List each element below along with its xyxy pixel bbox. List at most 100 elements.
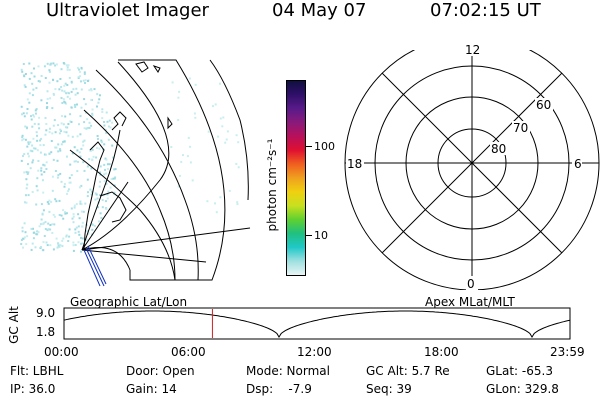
coastlines	[83, 61, 173, 251]
emission-pixel	[31, 82, 34, 85]
emission-pixel	[24, 73, 27, 75]
emission-pixel	[22, 237, 25, 240]
emission-pixel	[67, 240, 70, 242]
emission-pixel	[51, 189, 54, 192]
status-glon: GLon: 329.8	[486, 382, 559, 396]
emission-pixel	[23, 115, 26, 118]
emission-pixel	[73, 146, 76, 149]
emission-pixel	[20, 68, 23, 71]
emission-pixel	[29, 149, 32, 152]
emission-pixel	[35, 131, 38, 134]
emission-pixel	[107, 190, 110, 193]
emission-pixel	[104, 128, 107, 131]
emission-pixel	[236, 203, 239, 206]
emission-pixel	[24, 125, 27, 128]
emission-pixel	[37, 160, 40, 162]
emission-pixel	[90, 98, 93, 101]
emission-pixel	[47, 202, 50, 205]
emission-pixel	[43, 65, 46, 68]
emission-pixel	[94, 192, 97, 195]
emission-pixel	[99, 212, 102, 215]
emission-pixel	[179, 174, 181, 177]
emission-pixel	[91, 148, 94, 151]
emission-pixel	[48, 199, 51, 202]
emission-pixel	[79, 70, 82, 73]
emission-pixel	[67, 134, 70, 137]
emission-pixel	[26, 145, 29, 148]
emission-pixel	[78, 123, 80, 126]
emission-pixel	[88, 126, 91, 129]
emission-pixel	[51, 223, 54, 226]
emission-pixel	[79, 133, 82, 136]
emission-pixel	[60, 180, 63, 183]
emission-pixel	[26, 171, 29, 174]
emission-pixel	[72, 249, 75, 252]
timeline-left-label: Geographic Lat/Lon	[70, 295, 188, 309]
emission-pixel	[87, 164, 90, 167]
emission-pixel	[68, 68, 71, 71]
emission-pixel	[106, 197, 109, 200]
emission-pixel	[49, 63, 52, 66]
emission-pixel	[52, 213, 55, 216]
emission-pixel	[112, 177, 115, 180]
emission-pixel	[27, 194, 30, 197]
emission-pixel	[77, 76, 80, 79]
emission-pixel	[79, 155, 82, 158]
emission-pixel	[219, 82, 221, 85]
emission-pixel	[83, 121, 86, 124]
emission-pixel	[90, 88, 93, 91]
emission-pixel	[29, 141, 32, 144]
emission-pixel	[46, 62, 49, 65]
status-door: Door: Open	[126, 364, 195, 378]
emission-pixel	[99, 194, 102, 196]
emission-pixel	[69, 113, 72, 116]
grid-meridian-1	[81, 227, 251, 251]
emission-pixel	[72, 88, 75, 91]
emission-pixel	[59, 148, 61, 151]
emission-pixel	[33, 115, 36, 118]
emission-pixel	[189, 145, 191, 148]
emission-pixel	[26, 98, 29, 101]
emission-pixel	[72, 241, 75, 244]
emission-pixel	[87, 80, 89, 82]
emission-pixel	[194, 83, 197, 86]
emission-pixel	[182, 154, 184, 157]
emission-pixel	[236, 201, 239, 204]
emission-pixel	[21, 70, 24, 73]
emission-pixel	[191, 179, 194, 182]
grid-meridian-4	[81, 129, 121, 251]
emission-pixel	[105, 208, 108, 211]
emission-pixel	[24, 201, 26, 204]
emission-pixel	[63, 84, 66, 87]
emission-pixel	[80, 236, 82, 239]
emission-pixel	[94, 198, 97, 201]
emission-pixel	[31, 191, 34, 193]
emission-pixel	[65, 64, 68, 67]
emission-pixel	[43, 164, 46, 167]
emission-pixel	[66, 66, 69, 69]
emission-pixel	[111, 121, 114, 124]
emission-pixel	[86, 165, 89, 168]
instrument-title: Ultraviolet Imager	[46, 0, 209, 21]
emission-pixel	[62, 237, 65, 240]
emission-pixel	[26, 183, 29, 186]
emission-pixel	[224, 141, 227, 144]
emission-pixel	[107, 125, 110, 128]
emission-pixel	[75, 226, 78, 229]
emission-pixel	[67, 188, 70, 191]
emission-pixel	[25, 201, 28, 204]
emission-pixel	[23, 153, 26, 156]
emission-pixel	[25, 194, 27, 197]
emission-pixel	[79, 75, 82, 78]
emission-pixel	[82, 210, 85, 213]
emission-pixel	[31, 161, 34, 164]
emission-pixel	[101, 117, 104, 120]
emission-pixel	[60, 122, 63, 125]
emission-pixel	[52, 248, 55, 251]
emission-pixel	[28, 62, 31, 65]
emission-pixel	[36, 149, 39, 152]
emission-pixel	[91, 223, 94, 226]
emission-pixel	[32, 114, 35, 117]
emission-pixel	[61, 245, 64, 248]
emission-pixel	[39, 223, 42, 226]
